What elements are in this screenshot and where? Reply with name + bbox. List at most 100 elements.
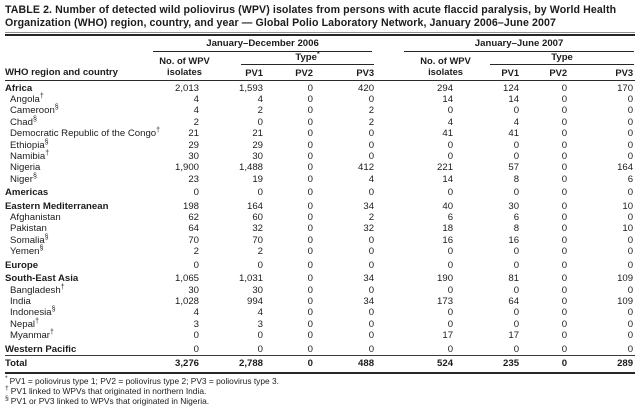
table-title: TABLE 2. Number of detected wild poliovi… xyxy=(5,4,635,30)
value-cell-pv1-2006: 1,488 xyxy=(238,162,263,174)
region-country-label: South-East Asia xyxy=(5,273,79,285)
value-cell-isolates-2006: 0 xyxy=(193,187,199,199)
region-country-cell: Europe xyxy=(5,258,150,271)
table-row: Namibia† 30 30 0 0 0 0 0 0 xyxy=(5,150,635,163)
value-cell-pv2-2007: 0 xyxy=(561,343,568,355)
value-cell-pv3-2006: 0 xyxy=(368,139,375,151)
value-cell-pv3-2006: 34 xyxy=(363,200,375,212)
region-country-label: Nepal xyxy=(10,318,36,330)
value-cell-pv3-2006: 4 xyxy=(368,173,375,185)
value-cell-pv1-2007: 6 xyxy=(513,212,520,224)
value-cell-pv3-2006: 0 xyxy=(368,284,375,296)
value-cell-isolates-2007: 173 xyxy=(437,295,454,307)
value-cell-pv3-2007: 0 xyxy=(627,246,634,258)
value-cell-pv1-2007: 8 xyxy=(513,223,520,235)
region-country-label: Chad xyxy=(10,116,33,128)
value-cell-pv2-2006: 0 xyxy=(307,273,313,285)
footnote-marker-ref: † xyxy=(39,92,44,100)
value-cell-pv3-2007: 0 xyxy=(627,284,634,296)
value-cell-pv3-2007: 0 xyxy=(627,94,634,105)
table-row: Eastern Mediterranean 198 164 0 34 40 30… xyxy=(5,199,635,212)
value-cell-pv1-2007: 8 xyxy=(513,173,520,185)
footnote-asterisk: * PV1 = poliovirus type 1; PV2 = poliovir… xyxy=(5,376,635,387)
value-cell-pv1-2006: 19 xyxy=(252,173,263,185)
value-cell-pv1-2007: 14 xyxy=(508,94,520,105)
value-cell-isolates-2006: 3,276 xyxy=(174,358,199,370)
value-cell-pv3-2007: 6 xyxy=(627,173,634,185)
pv2-2006-header: PV2 xyxy=(295,66,313,78)
value-cell-pv1-2006: 0 xyxy=(257,116,263,128)
region-country-cell: Eastern Mediterranean xyxy=(5,199,150,212)
footnote-marker: † xyxy=(5,385,9,393)
region-country-cell: Yemen§ xyxy=(5,245,150,257)
value-cell-pv3-2007: 0 xyxy=(627,105,634,117)
value-cell-pv1-2007: 0 xyxy=(513,187,520,199)
type-2006-text: Type xyxy=(295,51,317,63)
value-cell-pv3-2007: 10 xyxy=(622,223,634,235)
value-cell-isolates-2007: 190 xyxy=(437,273,454,285)
footnote-marker: § xyxy=(5,394,9,402)
table-row: Angola† 4 4 0 0 14 14 0 0 xyxy=(5,92,635,105)
value-cell-isolates-2006: 70 xyxy=(188,234,199,246)
value-cell-pv1-2007: 0 xyxy=(513,139,520,151)
value-cell-pv2-2007: 0 xyxy=(561,200,568,212)
type-2007-label: Type xyxy=(490,52,635,65)
region-country-label: Eastern Mediterranean xyxy=(5,200,109,212)
value-cell-pv1-2006: 0 xyxy=(257,343,263,355)
table-header: WHO region and country January–December … xyxy=(5,38,636,81)
value-cell-isolates-2007: 14 xyxy=(442,173,454,185)
value-cell-pv3-2007: 0 xyxy=(627,187,634,199)
value-cell-pv1-2006: 1,593 xyxy=(238,82,263,94)
region-country-cell: South-East Asia xyxy=(5,271,150,284)
isolates-2007-line1: No. of WPV xyxy=(420,55,471,66)
period-2007-label: January–June 2007 xyxy=(404,38,635,52)
value-cell-pv1-2006: 29 xyxy=(252,139,263,151)
type-2006-asterisk: * xyxy=(317,50,320,58)
region-country-label: Africa xyxy=(5,82,33,94)
region-country-label: Total xyxy=(5,358,28,370)
footnote-marker-ref: † xyxy=(35,317,39,325)
value-cell-pv1-2006: 30 xyxy=(252,151,263,163)
type-2006-header: Type* xyxy=(201,50,376,65)
value-cell-isolates-2007: 40 xyxy=(442,200,454,212)
value-cell-isolates-2007: 0 xyxy=(447,343,454,355)
footnote-dagger: † PV1 linked to WPVs that originated in n… xyxy=(5,385,635,397)
value-cell-isolates-2007: 0 xyxy=(447,105,454,117)
value-cell-isolates-2007: 14 xyxy=(442,94,454,105)
value-cell-pv1-2007: 0 xyxy=(513,307,520,319)
region-country-cell: Democratic Republic of the Congo† xyxy=(5,127,160,139)
value-cell-isolates-2007: 41 xyxy=(442,128,454,140)
value-cell-pv3-2006: 34 xyxy=(363,273,375,285)
region-country-cell: Ethiopia§ xyxy=(5,138,150,151)
value-cell-pv3-2006: 0 xyxy=(368,94,375,105)
value-cell-pv3-2007: 0 xyxy=(627,116,634,128)
value-cell-pv1-2006: 21 xyxy=(252,128,263,140)
value-cell-pv1-2007: 17 xyxy=(508,330,520,342)
table-row: Europe 0 0 0 0 0 0 0 0 xyxy=(5,258,635,271)
value-cell-pv3-2006: 0 xyxy=(368,187,375,199)
wpv-table: WHO region and country January–December … xyxy=(5,38,636,375)
region-country-cell: Afghanistan xyxy=(5,212,150,223)
value-cell-isolates-2007: 16 xyxy=(442,234,454,246)
value-cell-isolates-2006: 30 xyxy=(188,284,199,296)
region-country-cell: Pakistan xyxy=(5,223,150,234)
footnote-marker-ref: § xyxy=(51,306,56,314)
table-row: Cameroon§ 4 2 0 2 0 0 0 0 xyxy=(5,104,635,117)
value-cell-pv2-2006: 0 xyxy=(307,187,313,199)
value-cell-isolates-2007: 0 xyxy=(447,151,454,163)
value-cell-pv3-2007: 0 xyxy=(627,139,634,151)
footnote-text: PV1 or PV3 linked to WPVs that originate… xyxy=(10,395,210,406)
isolates-2007-header: No. of WPV isolates xyxy=(376,52,471,81)
value-cell-pv3-2006: 0 xyxy=(368,128,375,140)
corner-header: WHO region and country xyxy=(5,66,118,78)
region-country-label: Bangladesh xyxy=(10,284,61,296)
value-cell-pv3-2006: 488 xyxy=(358,358,375,370)
value-cell-pv2-2007: 0 xyxy=(561,273,568,285)
value-cell-pv1-2006: 60 xyxy=(252,212,263,224)
value-cell-pv3-2006: 0 xyxy=(368,246,375,258)
region-country-cell: Total xyxy=(5,355,150,373)
table-row: Africa 2,013 1,593 0 420 294 124 0 170 xyxy=(5,80,635,94)
region-country-label: Namibia xyxy=(10,151,46,163)
value-cell-pv2-2007: 0 xyxy=(561,223,568,235)
value-cell-isolates-2006: 1,028 xyxy=(174,295,199,307)
